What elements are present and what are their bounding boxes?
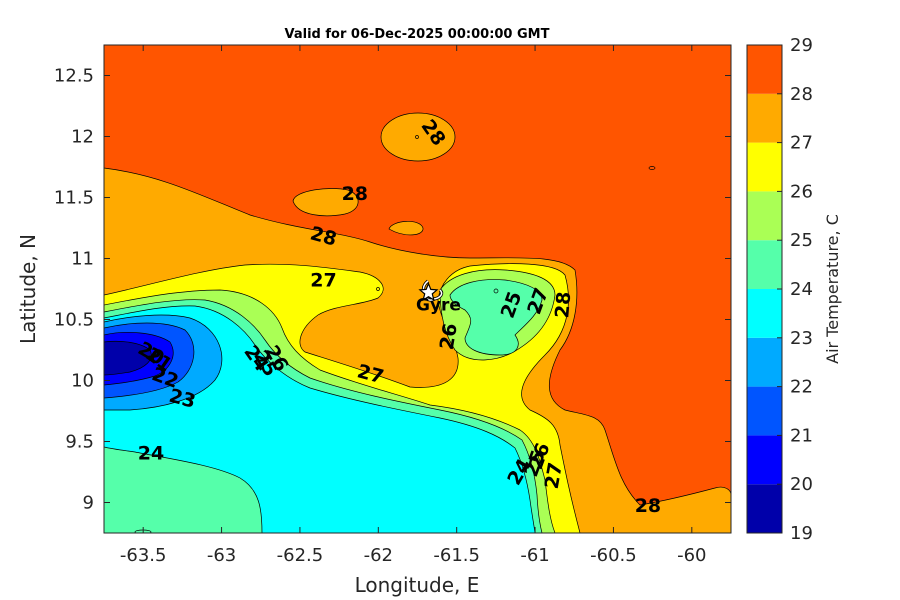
x-tick-label: -63 <box>207 545 236 566</box>
x-tick-label: -60.5 <box>590 545 637 566</box>
colorbar-swatch <box>747 191 782 241</box>
x-tick-label: -61.5 <box>433 545 480 566</box>
contour-detail-4 <box>493 288 499 294</box>
colorbar-tick-label: 19 <box>790 523 813 544</box>
colorbar-label: Air Temperature, C <box>823 214 842 364</box>
x-tick-label: -63.5 <box>120 545 167 566</box>
x-tick-label: -62.5 <box>277 545 324 566</box>
colorbar-tick-label: 29 <box>790 35 813 56</box>
band-23-24-gyre <box>449 279 543 356</box>
y-tick-label: 9.5 <box>65 432 94 453</box>
contour-label: 26 <box>436 322 462 352</box>
x-tick-label: -61 <box>520 545 549 566</box>
contour-detail-3 <box>376 287 380 291</box>
contour-label: 27 <box>310 269 336 291</box>
plot-frame <box>103 44 732 534</box>
y-axis-label: Latitude, N <box>16 234 40 344</box>
contour-detail-1 <box>415 135 419 139</box>
contour-label: 24 <box>138 443 164 465</box>
colorbar-tick-label: 26 <box>790 181 813 202</box>
colorbar-swatch <box>747 435 782 485</box>
star-marker <box>418 282 439 302</box>
colorbar-tick-label: 21 <box>790 425 813 446</box>
chart-title: Valid for 06-Dec-2025 00:00:00 GMT <box>285 27 550 42</box>
colorbar-tick-label: 22 <box>790 377 813 398</box>
y-tick-label: 9 <box>83 493 94 514</box>
contour-label: 28 <box>551 291 575 319</box>
colorbar-tick-label: 25 <box>790 230 813 251</box>
y-tick-label: 11.5 <box>54 188 94 209</box>
band-core <box>104 340 152 376</box>
colorbar-tick-label: 23 <box>790 328 813 349</box>
y-tick-label: 12 <box>71 127 94 148</box>
colorbar-swatch <box>747 93 782 143</box>
x-tick-label: -60 <box>677 545 706 566</box>
marker-label: Gyre <box>416 296 461 316</box>
contour-label: 27 <box>541 461 567 491</box>
y-tick-label: 10 <box>71 371 94 392</box>
island-26-27-a <box>380 112 456 162</box>
island-26-27-b <box>292 188 359 217</box>
y-tick-label: 12.5 <box>54 66 94 87</box>
colorbar: 19 20 21 22 23 24 25 26 27 28 29 <box>746 35 813 544</box>
colorbar-swatch <box>747 240 782 289</box>
y-tick-label: 11 <box>71 249 94 270</box>
y-tick-label: 10.5 <box>54 310 94 331</box>
y-axis-ticks: 9 9.5 10 10.5 11 11.5 12 12.5 <box>54 66 731 514</box>
island-26-27-c <box>388 221 424 236</box>
location-markers: Gyre <box>416 282 461 316</box>
colorbar-swatch <box>747 337 782 387</box>
colorbar-swatch <box>747 386 782 436</box>
colorbar-tick-label: 24 <box>790 279 813 300</box>
x-axis-label: Longitude, E <box>355 573 480 597</box>
x-tick-label: -62 <box>364 545 393 566</box>
contour-label: 28 <box>635 495 661 517</box>
colorbar-swatch <box>747 289 782 338</box>
colorbar-tick-label: 27 <box>790 133 813 154</box>
drifter-track-inner <box>422 280 443 301</box>
contour-label: 28 <box>342 183 368 205</box>
contour-detail-2 <box>648 166 656 170</box>
colorbar-swatch <box>747 142 782 192</box>
colorbar-tick-label: 20 <box>790 474 813 495</box>
colorbar-swatch <box>747 45 782 94</box>
colorbar-swatch <box>747 484 782 533</box>
colorbar-tick-label: 28 <box>790 84 813 105</box>
x-axis-ticks: -63.5 -63 -62.5 -62 -61.5 -61 -60.5 -60 <box>120 45 707 566</box>
